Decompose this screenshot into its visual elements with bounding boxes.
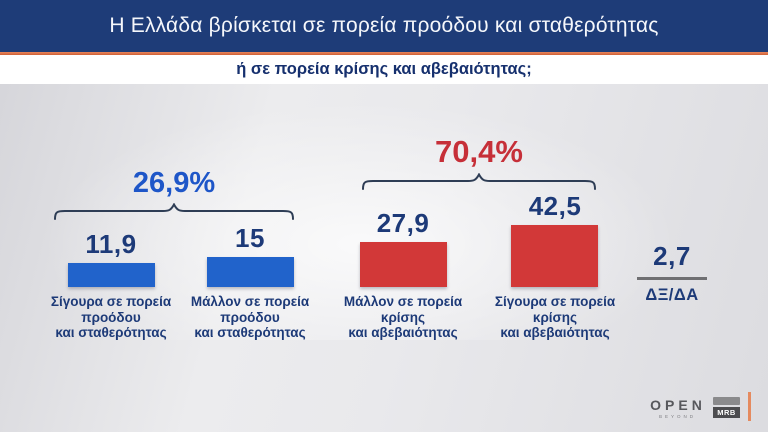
title-bar: Η Ελλάδα βρίσκεται σε πορεία προόδου και… [0, 0, 768, 52]
page-subtitle: ή σε πορεία κρίσης και αβεβαιότητας; [236, 60, 532, 78]
bar-progress-rather [207, 257, 294, 287]
subtitle-bar: ή σε πορεία κρίσης και αβεβαιότητας; [0, 55, 768, 84]
bar-crisis-rather [360, 242, 447, 287]
accent-divider [0, 52, 768, 55]
open-channel-logo: OPEN BEYOND [645, 397, 707, 419]
mrb-logo-text: MRB [713, 406, 740, 418]
group-total-crisis: 70,4% [435, 134, 523, 169]
bar-value-4: 42,5 [528, 191, 582, 221]
category-label-1: Σίγουρα σε πορεία προόδου και σταθερότητ… [50, 294, 172, 340]
open-logo-text: OPEN [650, 397, 706, 413]
bracket-crisis [362, 173, 596, 190]
bar-value-1: 11,9 [85, 229, 137, 259]
no-answer-value: 2,7 [653, 241, 691, 271]
bar-progress-sure [68, 263, 155, 287]
bracket-progress [54, 203, 294, 220]
category-label-3: Μάλλον σε πορεία κρίσης και αβεβαιότητας [343, 294, 463, 340]
no-answer-label: ΔΞ/ΔΑ [645, 286, 699, 304]
bar-crisis-sure [511, 225, 598, 287]
category-label-2: Μάλλον σε πορεία προόδου και σταθερότητα… [190, 294, 310, 340]
no-answer-underline [637, 277, 707, 280]
category-label-4: Σίγουρα σε πορεία κρίσης και αβεβαιότητα… [494, 294, 616, 340]
mrb-logo-bar [713, 397, 740, 405]
page-title: Η Ελλάδα βρίσκεται σε πορεία προόδου και… [109, 14, 659, 37]
mrb-pollster-logo: MRB [713, 397, 740, 418]
group-total-progress: 26,9% [132, 167, 216, 199]
open-logo-tagline: BEYOND [658, 414, 696, 419]
bar-value-2: 15 [235, 223, 265, 253]
bar-value-3: 27,9 [376, 208, 430, 238]
footer-accent-line [748, 392, 751, 421]
